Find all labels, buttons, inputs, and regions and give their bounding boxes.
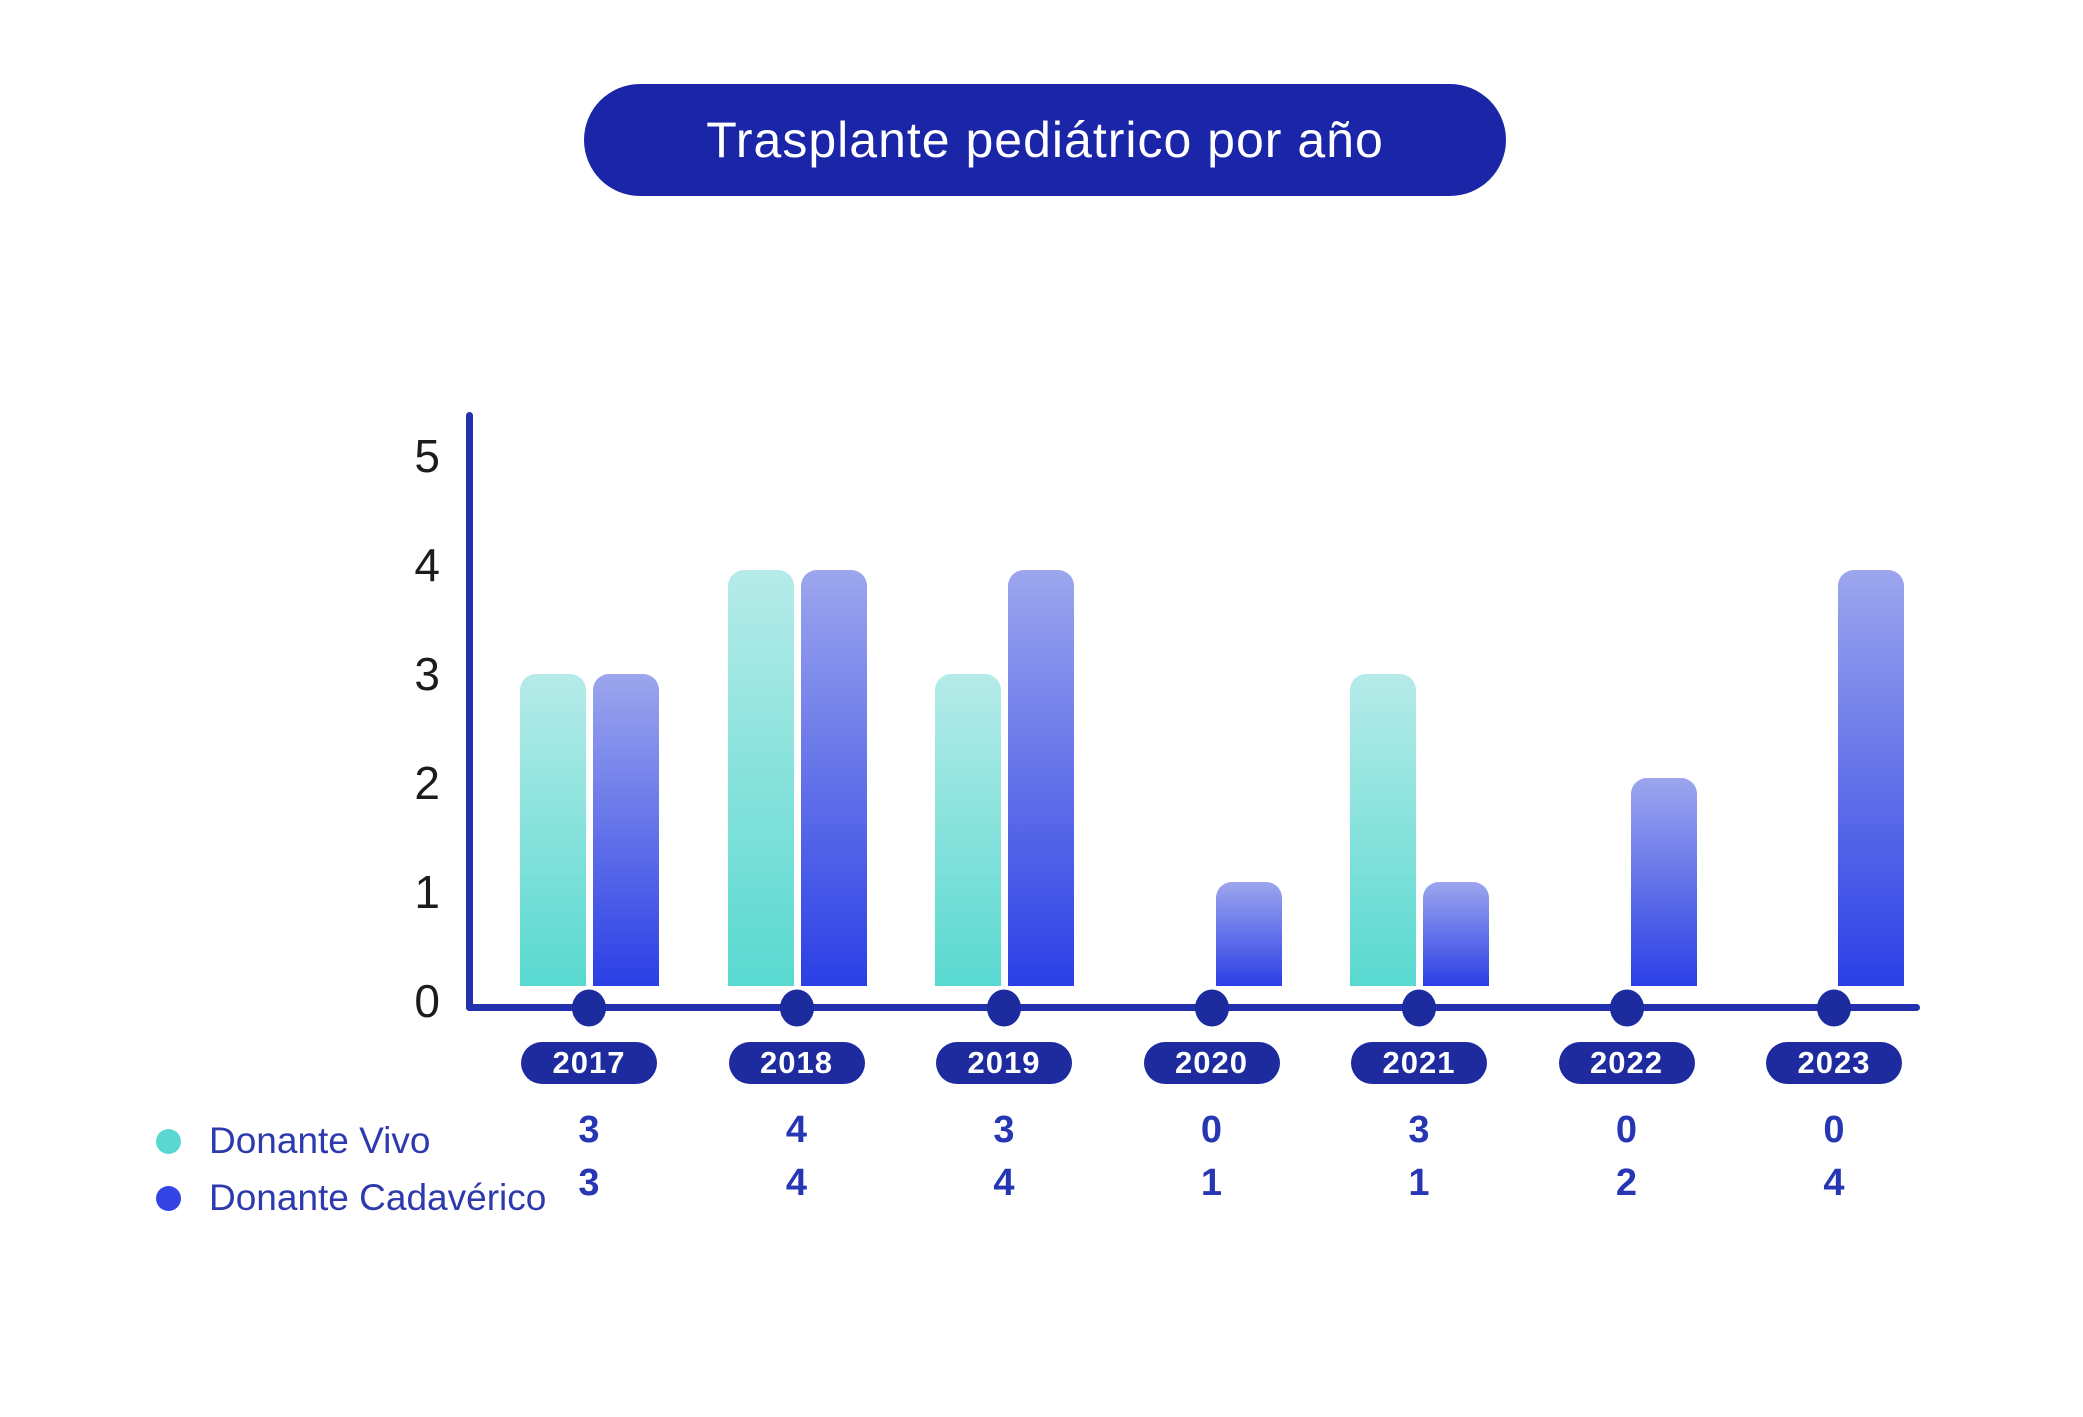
value-cadaverico-2020: 1	[1200, 1162, 1223, 1204]
value-vivo-2022: 0	[1615, 1109, 1638, 1151]
x-axis-line	[466, 1004, 1920, 1011]
bar-vivo-2021	[1350, 674, 1416, 986]
axis-dot-2021	[1402, 989, 1436, 1027]
bar-vivo-2018	[727, 570, 794, 986]
bar-vivo-2017	[520, 674, 586, 986]
legend-item-donante-vivo: Donante Vivo	[156, 1120, 430, 1162]
legend-item-donante-cadaverico: Donante Cadavérico	[156, 1177, 546, 1219]
value-vivo-2017: 3	[578, 1109, 600, 1151]
year-label-2023: 2023	[1766, 1042, 1902, 1084]
year-label-2018: 2018	[728, 1042, 865, 1084]
axis-dot-2017	[572, 989, 606, 1027]
year-label-2022: 2022	[1558, 1042, 1695, 1084]
year-label-2017: 2017	[521, 1042, 657, 1084]
bar-cadaverico-2022	[1630, 778, 1697, 986]
y-tick-label-0: 0	[414, 975, 440, 1027]
axis-dot-2019	[987, 989, 1021, 1027]
legend-dot-cadaverico-icon	[156, 1185, 181, 1211]
value-vivo-2018: 4	[785, 1109, 808, 1151]
value-vivo-2019: 3	[993, 1109, 1015, 1151]
axis-dot-2022	[1609, 989, 1644, 1027]
value-cadaverico-2018: 4	[785, 1162, 808, 1204]
value-cadaverico-2017: 3	[578, 1162, 600, 1204]
axis-dot-2018	[779, 989, 814, 1027]
value-vivo-2020: 0	[1200, 1109, 1223, 1151]
value-cadaverico-2021: 1	[1408, 1162, 1430, 1204]
value-vivo-2023: 0	[1823, 1109, 1845, 1151]
y-tick-label-5: 5	[414, 430, 440, 482]
chart-title-pill: Trasplante pediátrico por año	[584, 84, 1506, 196]
year-label-2021: 2021	[1351, 1042, 1487, 1084]
y-axis-line	[466, 412, 473, 1011]
bar-cadaverico-2023	[1838, 570, 1904, 986]
chart-title: Trasplante pediátrico por año	[706, 112, 1384, 168]
legend-dot-vivo-icon	[156, 1128, 181, 1154]
year-label-2020: 2020	[1143, 1042, 1280, 1084]
bar-cadaverico-2021	[1423, 882, 1489, 986]
bar-cadaverico-2018	[800, 570, 867, 986]
value-vivo-2021: 3	[1408, 1109, 1430, 1151]
value-cadaverico-2022: 2	[1615, 1162, 1638, 1204]
bar-cadaverico-2020	[1215, 882, 1282, 986]
value-cadaverico-2019: 4	[993, 1162, 1015, 1204]
value-cadaverico-2023: 4	[1823, 1162, 1845, 1204]
axis-dot-2020	[1194, 989, 1229, 1027]
axis-dot-2023	[1817, 989, 1851, 1027]
bar-cadaverico-2017	[593, 674, 659, 986]
bar-cadaverico-2019	[1008, 570, 1074, 986]
y-tick-label-1: 1	[414, 866, 440, 918]
bar-vivo-2019	[935, 674, 1001, 986]
y-tick-label-4: 4	[414, 539, 440, 591]
y-tick-label-3: 3	[414, 648, 440, 700]
legend-label-vivo: Donante Vivo	[209, 1120, 431, 1161]
y-tick-label-2: 2	[414, 757, 440, 809]
legend-label-cadaverico: Donante Cadavérico	[209, 1177, 547, 1218]
year-label-2019: 2019	[936, 1042, 1072, 1084]
